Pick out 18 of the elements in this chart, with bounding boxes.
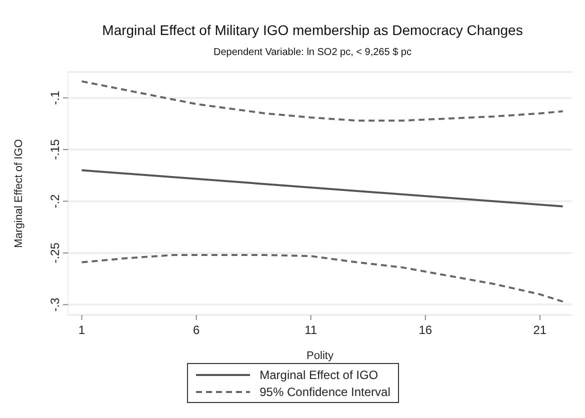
y-tick-label: -.15 (48, 138, 62, 160)
legend-label: 95% Confidence Interval (260, 384, 390, 398)
y-tick-label: -.25 (48, 242, 62, 264)
legend-label: Marginal Effect of IGO (260, 368, 378, 382)
x-tick-label: 11 (304, 323, 318, 337)
x-tick-label: 1 (78, 323, 86, 337)
chart-title: Marginal Effect of Military IGO membership as Democracy Changes (101, 21, 524, 38)
line-series (80, 254, 564, 303)
y-tick-label: -.3 (48, 297, 62, 312)
x-axis-title: Polity (306, 350, 334, 362)
x-tick-label: 16 (418, 323, 432, 337)
y-tick-label: -.1 (48, 90, 62, 105)
y-tick-label: -.2 (48, 194, 62, 208)
y-axis-title: Marginal Effect of IGO (12, 138, 25, 248)
line-series (80, 80, 564, 122)
x-tick-label: 21 (533, 323, 547, 337)
x-tick-label: 6 (192, 323, 200, 337)
chart-subtitle: Dependent Variable: ln SO2 pc, < 9,265 $ pc (212, 47, 412, 58)
